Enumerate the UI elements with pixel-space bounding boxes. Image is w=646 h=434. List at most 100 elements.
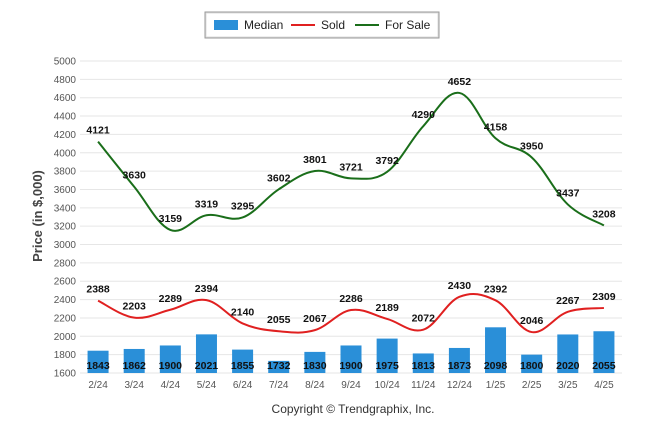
legend: Median Sold For Sale — [204, 11, 440, 39]
data-label: 2072 — [412, 313, 436, 325]
x-tick-label: 3/24 — [124, 380, 144, 391]
bars — [87, 327, 615, 373]
data-label: 3801 — [303, 154, 327, 166]
y-tick-label: 5000 — [54, 57, 77, 68]
grid — [80, 60, 622, 374]
data-label: 1813 — [412, 360, 436, 372]
data-label: 2309 — [592, 291, 616, 303]
y-tick-label: 2200 — [54, 313, 77, 324]
y-tick-label: 4800 — [54, 75, 77, 86]
data-label: 4121 — [86, 125, 110, 137]
x-tick-label: 10/24 — [375, 380, 400, 391]
data-label: 2189 — [375, 302, 399, 314]
x-tick-label: 2/24 — [88, 380, 108, 391]
data-label: 3602 — [267, 172, 291, 184]
bar-median — [159, 345, 181, 373]
x-tick-label: 3/25 — [558, 380, 578, 391]
data-label: 3208 — [592, 208, 616, 220]
legend-swatch-bar — [214, 20, 238, 30]
data-label: 2055 — [592, 360, 616, 372]
data-label: 2046 — [520, 315, 544, 327]
data-label: 1732 — [267, 360, 291, 372]
data-labels: 2388 2203 2289 2394 2140 2055 2067 2286 2189 2072… — [86, 76, 615, 372]
data-label: 2020 — [556, 360, 580, 372]
bar-median — [557, 334, 579, 373]
y-axis-label: Price (in $,000) — [30, 170, 45, 262]
x-tick-label: 7/24 — [269, 380, 289, 391]
x-tick-label: 6/24 — [233, 380, 253, 391]
bar-median — [123, 348, 145, 373]
bar-median — [87, 350, 109, 373]
data-label: 1975 — [375, 360, 399, 372]
x-tick-label: 5/24 — [197, 380, 217, 391]
lines — [97, 91, 605, 334]
data-label: 2430 — [448, 280, 472, 292]
bar-median — [304, 351, 326, 373]
data-label: 1900 — [339, 360, 363, 372]
y-tick-label: 2600 — [54, 277, 77, 288]
bar-median — [376, 338, 398, 373]
y-tick-label: 1600 — [54, 369, 77, 380]
copyright: Copyright © Trendgraphix, Inc. — [272, 402, 435, 416]
x-tick-label: 4/25 — [594, 380, 614, 391]
data-label: 1843 — [86, 360, 110, 372]
data-label: 2392 — [484, 283, 508, 295]
y-tick-label: 4200 — [54, 130, 77, 141]
data-label: 2098 — [484, 360, 508, 372]
data-label: 2289 — [159, 293, 183, 305]
bar-median — [268, 360, 290, 373]
legend-label: Median — [244, 18, 283, 32]
data-label: 1900 — [159, 360, 183, 372]
data-label: 1855 — [231, 360, 255, 372]
data-label: 2140 — [231, 306, 255, 318]
data-label: 2203 — [123, 301, 147, 313]
line-for-sale — [97, 91, 605, 232]
data-label: 1873 — [448, 360, 472, 372]
y-tick-label: 3200 — [54, 222, 77, 233]
data-label: 2394 — [195, 283, 219, 295]
x-tick-label: 4/24 — [161, 380, 181, 391]
data-label: 3437 — [556, 187, 580, 199]
data-label: 2388 — [86, 284, 110, 296]
line-sold — [97, 292, 605, 334]
data-label: 3319 — [195, 198, 219, 210]
y-tick-label: 2000 — [54, 332, 77, 343]
y-tick-label: 4600 — [54, 93, 77, 104]
y-tick-label: 4000 — [54, 148, 77, 159]
x-tick-label: 11/24 — [411, 380, 436, 391]
bar-median — [412, 353, 434, 373]
y-tick-label: 3000 — [54, 240, 77, 251]
bar-median — [593, 331, 615, 373]
data-label: 3950 — [520, 140, 544, 152]
legend-label: For Sale — [385, 18, 431, 32]
data-label: 3792 — [375, 155, 399, 167]
legend-label: Sold — [321, 18, 345, 32]
bar-median — [195, 334, 217, 373]
data-label: 3721 — [339, 161, 363, 173]
y-axis-ticks: 1600 1800 2000 2200 2400 2600 2800 3000 3200 3400… — [54, 57, 77, 380]
x-tick-label: 8/24 — [305, 380, 325, 391]
x-axis-ticks: 2/24 3/24 4/24 5/24 6/24 7/24 8/24 9/24 10/24 11/… — [88, 380, 614, 391]
bar-median — [340, 345, 362, 373]
y-tick-label: 2400 — [54, 295, 77, 306]
y-tick-label: 4400 — [54, 112, 77, 123]
data-label: 1862 — [123, 360, 147, 372]
y-tick-label: 3600 — [54, 185, 77, 196]
data-label: 2067 — [303, 313, 327, 325]
data-label: 2286 — [339, 293, 363, 305]
x-tick-label: 2/25 — [522, 380, 542, 391]
bar-median — [448, 347, 470, 373]
y-tick-label: 3400 — [54, 203, 77, 214]
data-label: 3159 — [159, 213, 183, 225]
x-tick-label: 9/24 — [341, 380, 361, 391]
data-label: 1830 — [303, 360, 327, 372]
data-label: 2267 — [556, 295, 580, 307]
data-label: 3295 — [231, 200, 255, 212]
data-label: 2055 — [267, 314, 291, 326]
bar-median — [521, 354, 543, 373]
y-tick-label: 3800 — [54, 167, 77, 178]
y-tick-label: 1800 — [54, 350, 77, 361]
data-label: 4290 — [412, 109, 436, 121]
x-tick-label: 1/25 — [486, 380, 506, 391]
